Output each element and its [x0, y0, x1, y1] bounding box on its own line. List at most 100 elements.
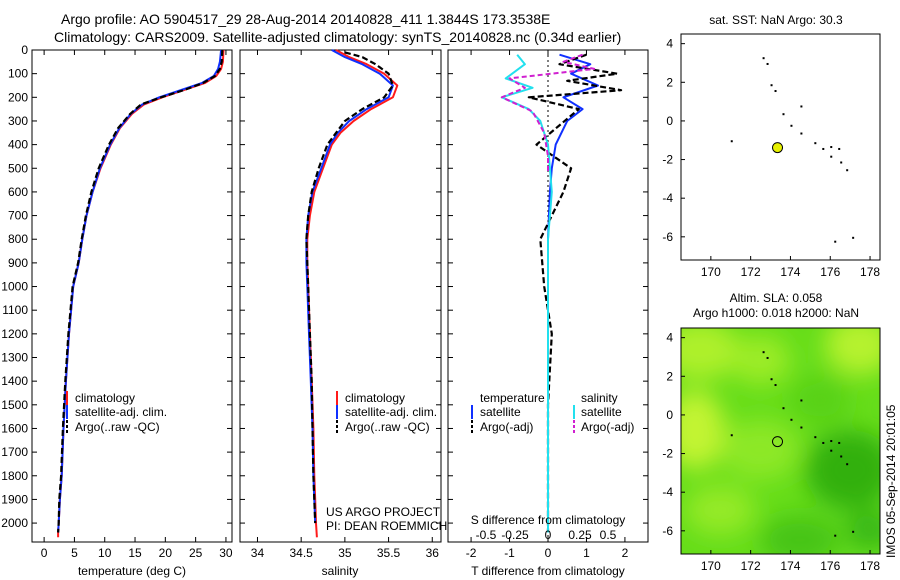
sst-map-title: sat. SST: NaN Argo: 30.3 [709, 13, 843, 27]
lon-tick-label: 174 [780, 559, 800, 573]
depth-tick-label: 300 [8, 114, 28, 128]
lat-tick-label: 4 [666, 331, 673, 345]
island-dot [830, 155, 833, 158]
legend-satellite-label: satellite-adj. clim. [345, 405, 437, 419]
header-line-2: Climatology: CARS2009. Satellite-adjuste… [54, 29, 621, 45]
x-tick-label: 20 [159, 546, 173, 560]
x-tick-label: 0 [41, 546, 48, 560]
legend-argo-label: Argo(..raw -QC) [345, 420, 430, 434]
x-tick-label: 34 [251, 546, 265, 560]
pi-annotation: PI: DEAN ROEMMICH [326, 519, 447, 533]
x-tick-label: 35 [338, 546, 352, 560]
depth-tick-label: 200 [8, 90, 28, 104]
sst-map-panel: sat. SST: NaN Argo: 30.3 170 172 174 176 178… [662, 13, 881, 279]
top-tick-label: 0.5 [600, 528, 617, 542]
depth-tick-label: 700 [8, 209, 28, 223]
x-tick-label: 2 [622, 546, 629, 560]
series-line-temperature-argo-adj- [527, 53, 623, 533]
lat-tick-label: -6 [662, 524, 673, 538]
island-dot [782, 113, 785, 116]
x-tick-label: 34.5 [289, 546, 313, 560]
top-tick-label: 0.25 [568, 528, 592, 542]
lat-tick-label: 0 [666, 114, 673, 128]
depth-tick-label: 1600 [1, 421, 28, 435]
salinity-plot-frame [239, 49, 442, 543]
lat-tick-label: 4 [666, 37, 673, 51]
temperature-panel: 0 5 10 15 20 25 30 0 100 200 300 400 500 600 700 800 90… [1, 43, 233, 578]
island-dot [830, 440, 833, 443]
depth-tick-label: 400 [8, 138, 28, 152]
t-difference-axis-label: T difference from climatology [471, 564, 625, 578]
x-tick-label: -1 [504, 546, 515, 560]
lat-tick-label: 2 [666, 75, 673, 89]
island-dot [774, 90, 777, 93]
island-dot [790, 124, 793, 127]
salinity-axis-label: salinity [322, 564, 359, 578]
island-dot [846, 169, 849, 172]
island-dot [834, 240, 837, 243]
legend-satellite-label: satellite-adj. clim. [75, 405, 167, 419]
top-tick-label: -0.5 [476, 528, 497, 542]
salinity-series [305, 49, 399, 538]
sla-map-panel: Altim. SLA: 0.058 Argo h1000: 0.018 h200… [662, 291, 881, 573]
lon-tick-label: 176 [820, 265, 840, 279]
sla-field [681, 328, 880, 554]
island-dot [840, 161, 843, 164]
depth-tick-label: 1200 [1, 327, 28, 341]
legend-salinity-title: salinity [581, 391, 618, 405]
lon-tick-label: 178 [860, 265, 880, 279]
island-dot [822, 147, 825, 150]
island-dot [762, 351, 765, 354]
island-dot [852, 530, 855, 533]
island-dot [838, 441, 841, 444]
salinity-legend: climatology satellite-adj. clim. Argo(..… [336, 391, 437, 434]
lon-tick-label: 178 [860, 559, 880, 573]
depth-tick-label: 1000 [1, 280, 28, 294]
coastline-islands [730, 351, 855, 537]
difference-series [500, 53, 623, 533]
x-tick-label: -2 [466, 546, 477, 560]
lon-tick-label: 172 [741, 265, 761, 279]
island-dot [830, 146, 833, 149]
legend-climatology-label: climatology [345, 391, 405, 405]
island-dot [790, 418, 793, 421]
lon-tick-label: 170 [701, 559, 721, 573]
series-line-climatology [57, 49, 225, 538]
island-dot [852, 236, 855, 239]
x-tick-label: 1 [583, 546, 590, 560]
island-dot [834, 534, 837, 537]
coastline-islands [730, 57, 855, 243]
x-tick-label: 0 [545, 546, 552, 560]
series-line-salinity-argo-adj- [500, 53, 596, 173]
lat-tick-label: -4 [662, 191, 673, 205]
lat-tick-label: 0 [666, 408, 673, 422]
depth-tick-label: 1900 [1, 492, 28, 506]
sla-map-subtitle: Argo h1000: 0.018 h2000: NaN [693, 306, 859, 320]
sla-map-title: Altim. SLA: 0.058 [730, 291, 823, 305]
island-dot [770, 378, 773, 381]
x-tick-label: 25 [189, 546, 203, 560]
depth-tick-label: 1100 [2, 303, 28, 317]
depth-tick-label: 1700 [1, 445, 28, 459]
sst-map-ticks: 170 172 174 176 178 -6 -4 -2 0 2 4 [662, 37, 880, 279]
island-dot [814, 436, 817, 439]
lon-tick-label: 176 [820, 559, 840, 573]
island-dot [770, 84, 773, 87]
series-line-argo-raw-qc- [305, 51, 394, 524]
series-line-climatology [306, 49, 399, 538]
depth-tick-label: 900 [8, 256, 28, 270]
depth-tick-label: 800 [8, 232, 28, 246]
s-difference-axis-label: S difference from climatology [471, 513, 626, 527]
legend-t-satellite-label: satellite [480, 405, 521, 419]
lat-tick-label: -2 [662, 153, 673, 167]
header-line-1: Argo profile: AO 5904517_29 28-Aug-2014 … [61, 11, 550, 27]
project-annotation: US ARGO PROJECT [326, 505, 441, 519]
depth-tick-label: 0 [21, 43, 28, 57]
x-tick-label: 35.5 [377, 546, 401, 560]
island-dot [730, 434, 733, 437]
depth-tick-label: 1300 [1, 351, 28, 365]
island-dot [766, 62, 769, 65]
depth-tick-label: 1500 [1, 398, 28, 412]
x-tick-label: 5 [71, 546, 78, 560]
